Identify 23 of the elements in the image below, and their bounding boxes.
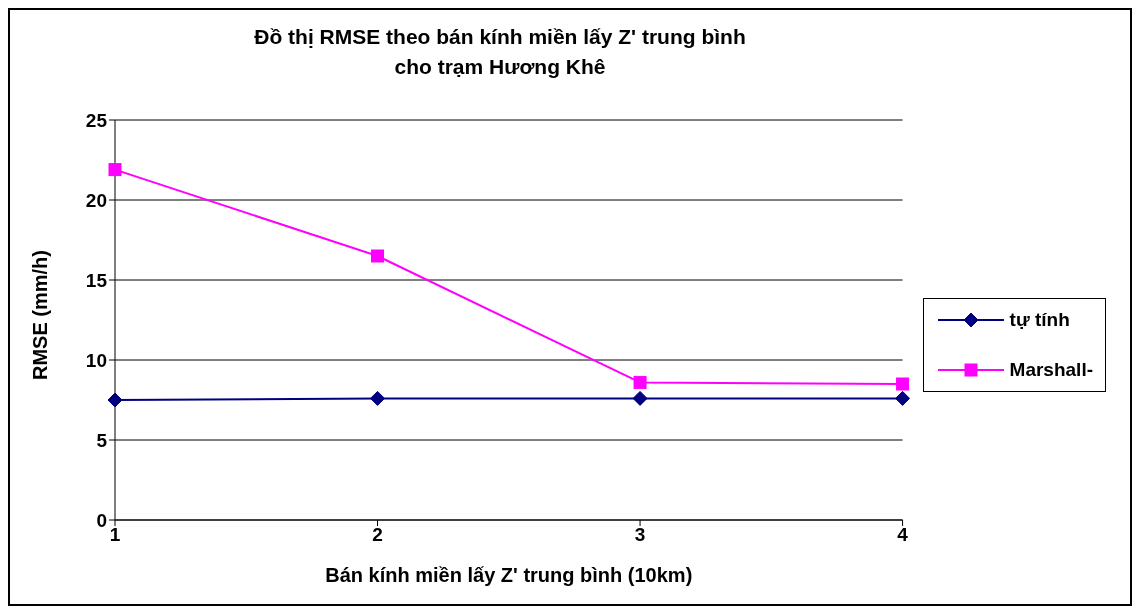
point	[895, 390, 911, 406]
x-tick-label: 4	[897, 524, 909, 546]
x-tick-label: 1	[109, 524, 121, 546]
y-tick-label: 5	[96, 429, 108, 451]
legend-label: tự tính	[1009, 309, 1070, 331]
point	[633, 375, 647, 389]
point	[370, 390, 386, 406]
y-tick-label: 0	[96, 509, 107, 531]
chart-title: Đồ thị RMSE theo bán kính miền lấy Z' trung bình cho trạm Hương Khê	[253, 24, 747, 80]
y-tick-label: 15	[85, 269, 108, 291]
y-tick-label: 10	[85, 349, 107, 371]
point	[107, 392, 123, 408]
x-tick-label: 3	[634, 524, 646, 546]
y-axis-title: RMSE (mm/h)	[29, 250, 52, 380]
point	[632, 390, 648, 406]
point	[896, 377, 910, 391]
y-tick-label: 20	[85, 189, 107, 211]
point	[371, 249, 385, 263]
x-tick-label: 2	[372, 524, 383, 546]
x-axis-title: Bán kính miền lấy Z' trung bình (10km)	[325, 564, 693, 586]
y-tick-label: 25	[85, 109, 108, 131]
point	[108, 163, 122, 177]
legend-label: Marshall-	[1009, 359, 1093, 381]
